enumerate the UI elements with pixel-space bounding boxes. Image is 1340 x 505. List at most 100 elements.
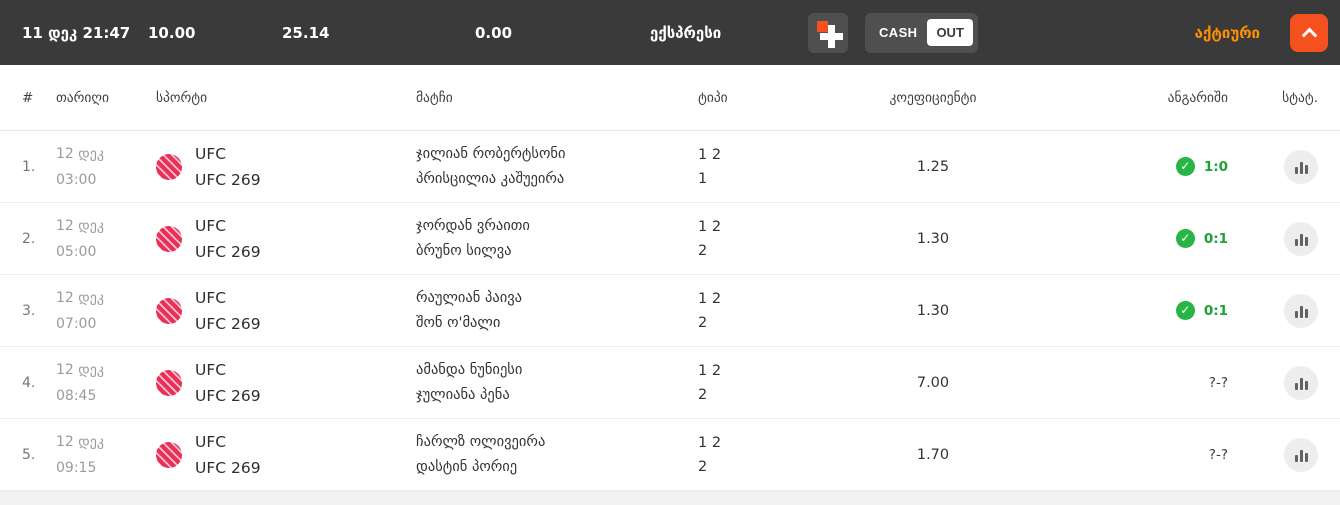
stat-cell — [1258, 149, 1318, 184]
potential-win-amount: 25.14 — [282, 23, 330, 42]
statistics-button[interactable] — [1284, 221, 1318, 256]
orange-corner-square — [817, 20, 828, 32]
tournament-name: UFC 269 — [195, 314, 261, 333]
pick-value: 2 — [698, 314, 708, 331]
bar-chart-icon — [1304, 164, 1308, 174]
bar-chart-icon — [1294, 238, 1298, 246]
cash-label: CASH — [879, 25, 918, 40]
statistics-button[interactable] — [1284, 293, 1318, 328]
column-header-sport: სპორტი — [156, 89, 208, 106]
event-date: 12 დეკ — [56, 145, 104, 162]
stat-cell — [1258, 293, 1318, 328]
event-datetime: 12 დეკ 05:00 — [56, 213, 156, 265]
bar-chart-icon — [1304, 452, 1308, 462]
bet-row: 3. 12 დეკ 07:00 UFC UFC 269 რაულიან პაივ… — [0, 275, 1340, 347]
bar-chart-icon — [1294, 166, 1298, 174]
column-header-number: # — [22, 89, 34, 106]
cash-out-button[interactable]: CASH OUT — [865, 12, 978, 53]
score-cell: ✓ ?-? — [1058, 447, 1258, 463]
mma-sport-icon — [156, 369, 182, 396]
match-cell: რაულიან პაივა შონ ო'მალი — [416, 286, 688, 336]
sport-cell: UFC UFC 269 — [156, 285, 416, 337]
home-fighter: ჯილიან რობერტსონი — [416, 145, 566, 162]
event-date: 12 დეკ — [56, 217, 104, 234]
home-fighter: რაულიან პაივა — [416, 289, 522, 306]
score-cell: ✓ 0:1 — [1058, 229, 1258, 248]
stat-cell — [1258, 365, 1318, 400]
add-to-betslip-button[interactable] — [808, 12, 848, 53]
score-value: 0:1 — [1203, 302, 1228, 319]
bet-row: 5. 12 დეკ 09:15 UFC UFC 269 ჩარლზ ოლივეი… — [0, 419, 1340, 491]
sport-name: UFC — [195, 288, 227, 307]
row-number: 1. — [22, 158, 36, 175]
stat-cell — [1258, 221, 1318, 256]
column-header-type: ტიპი — [698, 89, 728, 106]
out-pill: OUT — [927, 19, 973, 46]
market-name: 1 2 — [698, 290, 722, 307]
market-name: 1 2 — [698, 362, 722, 379]
sport-cell: UFC UFC 269 — [156, 429, 416, 481]
score-value: 1:0 — [1203, 158, 1228, 175]
statistics-button[interactable] — [1284, 365, 1318, 400]
event-time: 09:15 — [56, 459, 97, 476]
row-number: 5. — [22, 446, 36, 463]
score-value: ?-? — [1208, 446, 1228, 463]
odds-value: 1.70 — [916, 446, 950, 463]
bar-chart-icon — [1304, 236, 1308, 246]
event-time: 03:00 — [56, 171, 97, 188]
collapse-button[interactable] — [1290, 13, 1328, 52]
market-name: 1 2 — [698, 218, 722, 235]
bet-type-cell: 1 2 2 — [688, 431, 808, 479]
market-name: 1 2 — [698, 146, 722, 163]
market-name: 1 2 — [698, 434, 722, 451]
score-value: 0:1 — [1203, 230, 1228, 247]
match-cell: ამანდა ნუნიესი ჯულიანა პენა — [416, 358, 688, 408]
mma-sport-icon — [156, 441, 182, 468]
pick-value: 2 — [698, 458, 708, 475]
tournament-name: UFC 269 — [195, 242, 261, 261]
plus-icon — [820, 32, 843, 40]
event-datetime: 12 დეკ 09:15 — [56, 429, 156, 481]
sport-name: UFC — [195, 216, 227, 235]
bet-type-cell: 1 2 2 — [688, 287, 808, 335]
bar-chart-icon — [1294, 310, 1298, 318]
away-fighter: ბრუნო სილვა — [416, 242, 512, 259]
chevron-up-icon — [1301, 27, 1317, 44]
bar-chart-icon — [1299, 161, 1303, 174]
column-header-coefficient: კოეფიციენტი — [889, 89, 977, 106]
column-header-score: ანგარიში — [1167, 89, 1228, 106]
score-cell: ✓ 0:1 — [1058, 301, 1258, 320]
away-fighter: პრისცილია კაშუეირა — [416, 170, 565, 187]
row-number: 4. — [22, 374, 36, 391]
statistics-button[interactable] — [1284, 149, 1318, 184]
pick-value: 2 — [698, 386, 708, 403]
event-date: 12 დეკ — [56, 361, 104, 378]
column-header-date: თარიღი — [56, 89, 109, 106]
pick-value: 1 — [698, 170, 708, 187]
sport-cell: UFC UFC 269 — [156, 213, 416, 265]
event-time: 08:45 — [56, 387, 97, 404]
away-fighter: დასტინ პორიე — [416, 458, 518, 475]
bar-chart-icon — [1304, 308, 1308, 318]
bet-type-cell: 1 2 2 — [688, 359, 808, 407]
stake-amount: 10.00 — [148, 23, 196, 42]
event-datetime: 12 დეკ 08:45 — [56, 357, 156, 409]
score-cell: ✓ 1:0 — [1058, 157, 1258, 176]
tournament-name: UFC 269 — [195, 170, 261, 189]
statistics-button[interactable] — [1284, 437, 1318, 472]
won-check-icon: ✓ — [1175, 229, 1195, 248]
bet-type-cell: 1 2 1 — [688, 143, 808, 191]
bet-row: 1. 12 დეკ 03:00 UFC UFC 269 ჯილიან რობერ… — [0, 131, 1340, 203]
bet-summary-bar: 11 დეკ 21:47 10.00 25.14 0.00 ექსპრესი C… — [0, 0, 1340, 65]
bar-chart-icon — [1294, 454, 1298, 462]
sport-name: UFC — [195, 144, 227, 163]
bar-chart-icon — [1299, 449, 1303, 462]
event-date: 12 დეკ — [56, 433, 104, 450]
row-number: 2. — [22, 230, 36, 247]
bar-chart-icon — [1299, 233, 1303, 246]
home-fighter: ამანდა ნუნიესი — [416, 361, 523, 378]
away-fighter: ჯულიანა პენა — [416, 386, 510, 403]
event-time: 05:00 — [56, 243, 97, 260]
mma-sport-icon — [156, 153, 182, 180]
event-datetime: 12 დეკ 03:00 — [56, 141, 156, 193]
